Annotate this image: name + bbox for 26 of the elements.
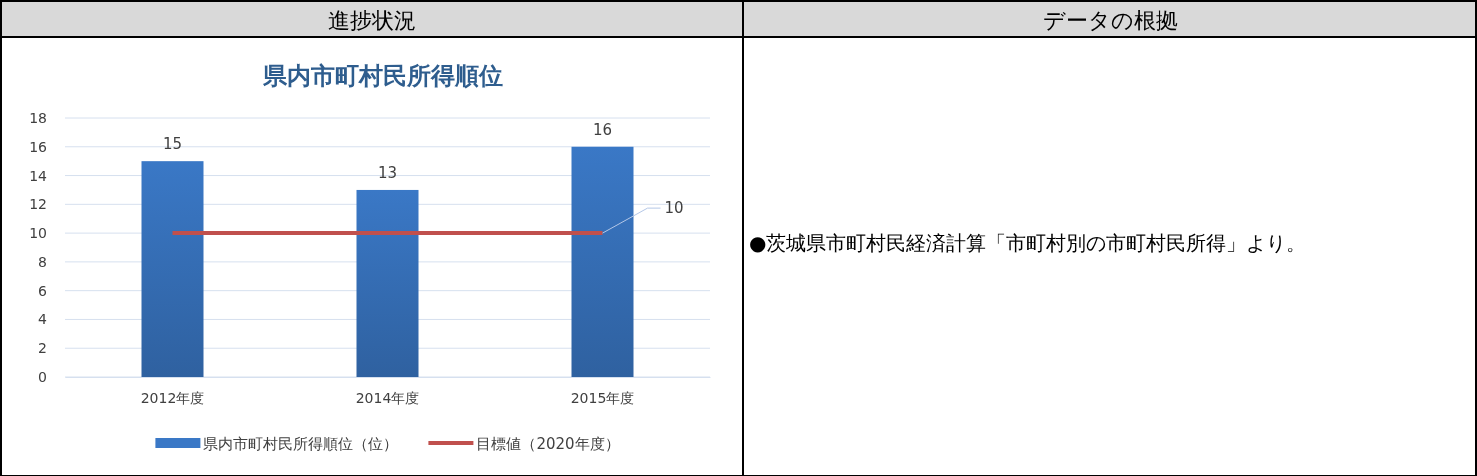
legend-label: 県内市町村民所得順位（位） xyxy=(203,435,399,453)
y-tick-label: 10 xyxy=(29,225,47,242)
y-tick-label: 16 xyxy=(29,138,48,155)
bar xyxy=(571,146,634,377)
data-label: 15 xyxy=(162,135,183,154)
text: 進捗状況 xyxy=(327,8,416,33)
x-tick-label: 2012年度 xyxy=(140,389,205,406)
chart-title: 県内市町村民所得順位 xyxy=(261,62,503,90)
data-label: 16 xyxy=(592,120,613,139)
data-label: 10 xyxy=(664,199,684,218)
y-tick-label: 8 xyxy=(38,253,47,270)
y-tick-label: 14 xyxy=(29,167,48,184)
text: データの根拠 xyxy=(1042,8,1178,33)
data-label: 13 xyxy=(377,163,398,182)
y-tick-label: 0 xyxy=(38,368,47,385)
x-tick-label: 2015年度 xyxy=(570,389,635,406)
y-tick-label: 18 xyxy=(29,109,47,126)
y-tick-label: 4 xyxy=(38,311,48,328)
y-tick-label: 6 xyxy=(38,282,48,299)
legend-label: 目標値（2020年度） xyxy=(476,435,620,453)
x-tick-label: 2014年度 xyxy=(355,389,420,406)
y-tick-label: 2 xyxy=(38,340,47,357)
text: ●茨城県市町村民経済計算「市町村別の市町村民所得」より。 xyxy=(749,231,1307,255)
bar xyxy=(356,189,419,377)
y-tick-label: 12 xyxy=(29,196,47,213)
bar xyxy=(141,161,204,377)
